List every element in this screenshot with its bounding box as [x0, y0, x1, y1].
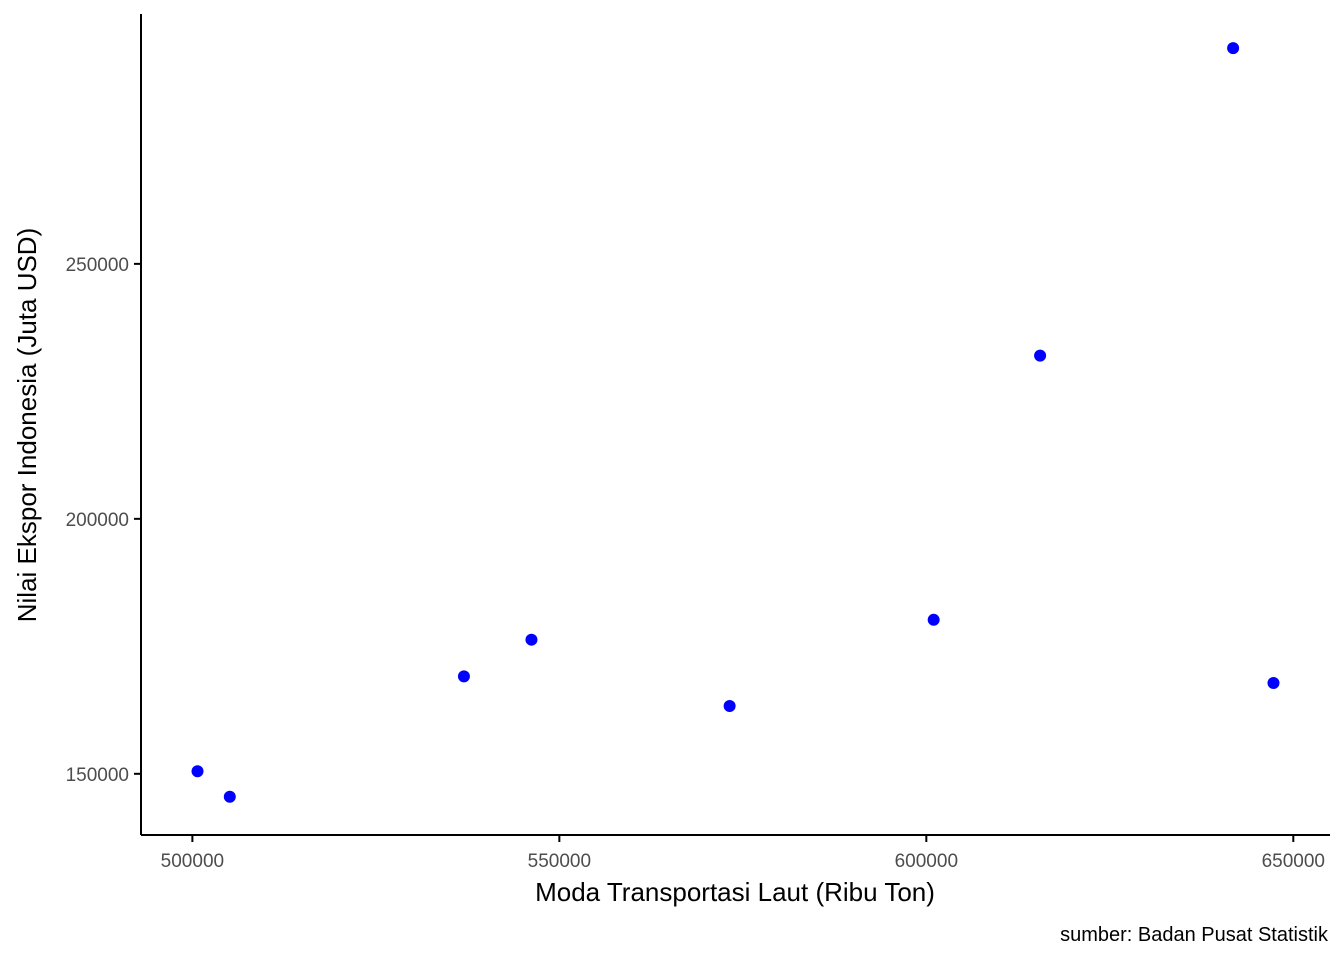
- y-tick-label: 150000: [66, 765, 129, 786]
- data-point: [1267, 677, 1280, 690]
- source-caption: sumber: Badan Pusat Statistik: [1060, 924, 1329, 946]
- data-point: [927, 613, 940, 626]
- data-point: [723, 699, 736, 712]
- data-point: [191, 765, 204, 778]
- points-layer: [191, 42, 1280, 803]
- data-point: [223, 790, 236, 803]
- data-point: [1227, 42, 1240, 55]
- y-axis-title: Nilai Ekspor Indonesia (Juta USD): [12, 228, 42, 623]
- x-ticks: 500000 550000 600000 650000: [161, 835, 1325, 872]
- x-axis-title: Moda Transportasi Laut (Ribu Ton): [535, 877, 935, 907]
- y-tick-label: 250000: [66, 255, 129, 276]
- y-ticks: 150000 200000 250000: [66, 255, 141, 786]
- data-point: [525, 633, 538, 646]
- y-tick-label: 200000: [66, 510, 129, 531]
- x-tick-label: 650000: [1262, 851, 1325, 872]
- x-tick-label: 600000: [895, 851, 958, 872]
- x-tick-label: 500000: [161, 851, 224, 872]
- data-point: [457, 670, 470, 683]
- data-point: [1034, 349, 1047, 362]
- x-tick-label: 550000: [528, 851, 591, 872]
